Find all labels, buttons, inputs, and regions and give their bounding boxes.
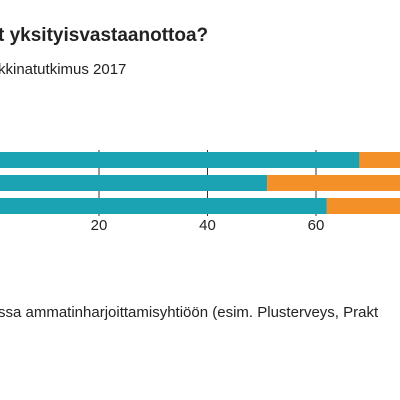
bar-segment [326, 198, 400, 214]
bar-segment [0, 198, 327, 214]
bar-segment [0, 152, 360, 168]
chart-title: t yksityisvastaanottoa? [0, 25, 208, 46]
x-tick-label: 20 [91, 217, 108, 234]
bar-segment [267, 175, 400, 191]
bar-segment [0, 175, 268, 191]
chart-subtitle: kkinatutkimus 2017 [0, 61, 126, 78]
bar-segment [359, 152, 400, 168]
x-tick-label: 60 [308, 217, 325, 234]
legend-label: ssa ammatinharjoittamisyhtiöön (esim. Pl… [0, 304, 379, 321]
x-tick-label: 40 [199, 217, 216, 234]
plot: 020406080100 [0, 150, 400, 234]
